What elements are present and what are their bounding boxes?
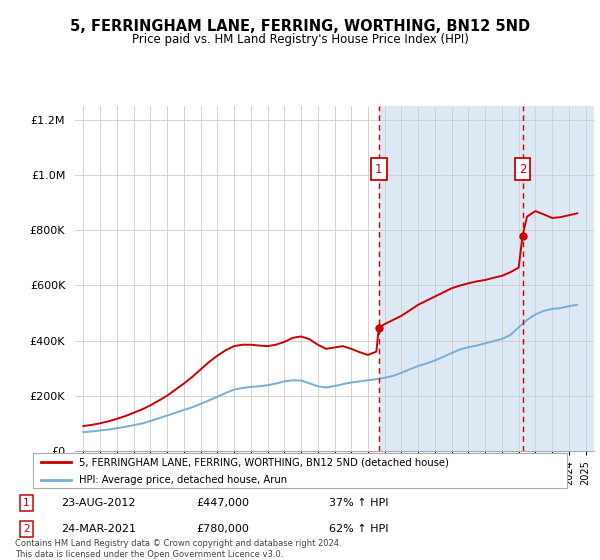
Text: 5, FERRINGHAM LANE, FERRING, WORTHING, BN12 5ND (detached house): 5, FERRINGHAM LANE, FERRING, WORTHING, B…: [79, 457, 448, 467]
Text: Contains HM Land Registry data © Crown copyright and database right 2024.
This d: Contains HM Land Registry data © Crown c…: [15, 539, 341, 559]
Text: 5, FERRINGHAM LANE, FERRING, WORTHING, BN12 5ND: 5, FERRINGHAM LANE, FERRING, WORTHING, B…: [70, 19, 530, 34]
Text: 1: 1: [23, 498, 30, 508]
Text: 24-MAR-2021: 24-MAR-2021: [61, 524, 136, 534]
Text: £780,000: £780,000: [196, 524, 249, 534]
Text: Price paid vs. HM Land Registry's House Price Index (HPI): Price paid vs. HM Land Registry's House …: [131, 32, 469, 46]
Text: 37% ↑ HPI: 37% ↑ HPI: [329, 498, 388, 508]
Text: 2: 2: [23, 524, 30, 534]
FancyBboxPatch shape: [33, 454, 568, 488]
Text: 1: 1: [375, 162, 383, 176]
Text: £447,000: £447,000: [196, 498, 250, 508]
Text: HPI: Average price, detached house, Arun: HPI: Average price, detached house, Arun: [79, 475, 287, 485]
Text: 2: 2: [519, 162, 526, 176]
Bar: [379, 106, 594, 451]
Text: 23-AUG-2012: 23-AUG-2012: [61, 498, 136, 508]
Text: 62% ↑ HPI: 62% ↑ HPI: [329, 524, 388, 534]
